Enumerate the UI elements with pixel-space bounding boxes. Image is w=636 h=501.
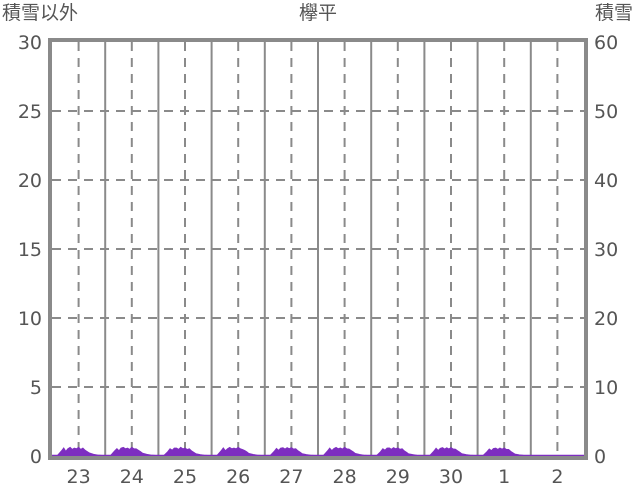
precipitation-area — [52, 446, 584, 456]
x-tick-27: 27 — [279, 466, 304, 488]
left-tick-0: 0 — [29, 446, 42, 468]
x-tick-30: 30 — [438, 466, 464, 488]
left-tick-20: 20 — [17, 170, 42, 192]
right-tick-0: 0 — [594, 446, 607, 468]
grid-lines — [52, 42, 584, 456]
right-tick-10: 10 — [594, 377, 619, 399]
left-axis-title: 積雪以外 — [2, 2, 79, 24]
right-tick-50: 50 — [594, 101, 619, 123]
x-tick-25: 25 — [172, 466, 198, 488]
right-tick-60: 60 — [594, 32, 619, 54]
x-tick-26: 26 — [226, 466, 251, 488]
left-tick-10: 10 — [17, 308, 42, 330]
right-axis-title: 積雪 — [594, 2, 633, 24]
series-precipitation — [52, 446, 584, 456]
left-tick-25: 25 — [17, 101, 42, 123]
right-tick-40: 40 — [594, 170, 619, 192]
x-tick-24: 24 — [119, 466, 144, 488]
chart-title: 欅平 — [298, 2, 337, 24]
x-tick-29: 29 — [385, 466, 410, 488]
left-tick-15: 15 — [17, 239, 42, 261]
left-tick-5: 5 — [29, 377, 42, 399]
left-tick-30: 30 — [17, 32, 42, 54]
x-tick-2: 2 — [551, 466, 564, 488]
plot-area — [48, 38, 588, 460]
x-tick-23: 23 — [66, 466, 91, 488]
right-tick-20: 20 — [594, 308, 619, 330]
x-tick-1: 1 — [498, 466, 511, 488]
right-tick-30: 30 — [594, 239, 619, 261]
x-tick-28: 28 — [332, 466, 357, 488]
